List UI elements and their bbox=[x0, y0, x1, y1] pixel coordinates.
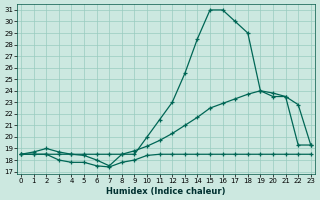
X-axis label: Humidex (Indice chaleur): Humidex (Indice chaleur) bbox=[106, 187, 226, 196]
